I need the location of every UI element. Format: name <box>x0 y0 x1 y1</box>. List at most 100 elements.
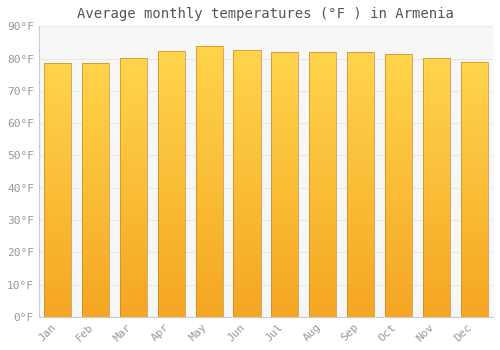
Bar <box>120 236 147 239</box>
Bar <box>234 210 260 213</box>
Bar <box>234 293 260 297</box>
Bar <box>422 64 450 67</box>
Bar <box>82 92 109 95</box>
Bar <box>422 158 450 161</box>
Bar <box>196 158 223 161</box>
Bar <box>460 161 488 164</box>
Bar <box>82 314 109 317</box>
Bar <box>422 291 450 294</box>
Bar <box>385 179 412 182</box>
Bar <box>120 122 147 126</box>
Bar <box>385 60 412 64</box>
Bar <box>347 277 374 280</box>
Bar <box>196 77 223 80</box>
Bar <box>309 214 336 218</box>
Bar <box>271 254 298 257</box>
Bar <box>234 213 260 217</box>
Bar <box>196 259 223 263</box>
Bar <box>82 276 109 279</box>
Bar <box>309 121 336 125</box>
Bar <box>460 202 488 205</box>
Bar <box>385 54 412 317</box>
Bar <box>422 239 450 242</box>
Bar <box>120 74 147 77</box>
Bar <box>460 196 488 199</box>
Bar <box>120 106 147 110</box>
Bar <box>385 185 412 189</box>
Bar <box>271 95 298 98</box>
Bar <box>271 271 298 274</box>
Bar <box>385 297 412 300</box>
Bar <box>385 281 412 284</box>
Bar <box>309 85 336 89</box>
Bar <box>422 281 450 285</box>
Bar <box>120 184 147 187</box>
Bar <box>385 234 412 238</box>
Bar <box>120 275 147 278</box>
Bar <box>158 257 185 260</box>
Bar <box>120 61 147 64</box>
Bar <box>347 184 374 188</box>
Bar <box>120 148 147 152</box>
Bar <box>120 187 147 191</box>
Bar <box>120 87 147 90</box>
Bar <box>158 220 185 224</box>
Bar <box>158 164 185 167</box>
Bar <box>309 284 336 287</box>
Bar <box>158 191 185 194</box>
Bar <box>120 217 147 220</box>
Bar <box>82 174 109 177</box>
Bar <box>460 259 488 262</box>
Bar <box>271 251 298 254</box>
Bar <box>422 113 450 116</box>
Bar <box>82 127 109 130</box>
Bar <box>347 307 374 310</box>
Bar <box>82 76 109 79</box>
Bar <box>385 182 412 185</box>
Bar <box>271 138 298 141</box>
Bar <box>196 53 223 56</box>
Bar <box>234 93 260 96</box>
Bar <box>158 227 185 230</box>
Bar <box>385 146 412 149</box>
Bar <box>309 62 336 65</box>
Bar <box>82 111 109 114</box>
Bar <box>234 200 260 203</box>
Bar <box>44 266 72 269</box>
Bar <box>460 71 488 75</box>
Bar <box>347 62 374 65</box>
Bar <box>460 205 488 208</box>
Bar <box>460 81 488 84</box>
Bar <box>82 263 109 266</box>
Bar <box>460 262 488 266</box>
Bar <box>82 171 109 174</box>
Bar <box>44 168 72 171</box>
Bar <box>347 151 374 155</box>
Bar <box>422 181 450 184</box>
Bar <box>196 97 223 100</box>
Bar <box>120 110 147 113</box>
Bar <box>158 121 185 124</box>
Bar <box>309 72 336 75</box>
Bar <box>347 95 374 98</box>
Bar <box>309 310 336 314</box>
Bar <box>460 266 488 269</box>
Bar <box>460 240 488 244</box>
Bar <box>44 288 72 292</box>
Bar <box>460 253 488 256</box>
Bar <box>271 244 298 247</box>
Bar <box>347 158 374 161</box>
Bar <box>271 102 298 105</box>
Bar <box>44 139 72 142</box>
Bar <box>196 209 223 212</box>
Bar <box>120 145 147 148</box>
Bar <box>44 196 72 200</box>
Bar <box>271 211 298 214</box>
Bar <box>82 124 109 127</box>
Bar <box>44 225 72 228</box>
Bar <box>422 67 450 71</box>
Bar <box>120 213 147 217</box>
Bar <box>347 231 374 234</box>
Bar <box>82 203 109 206</box>
Bar <box>82 295 109 298</box>
